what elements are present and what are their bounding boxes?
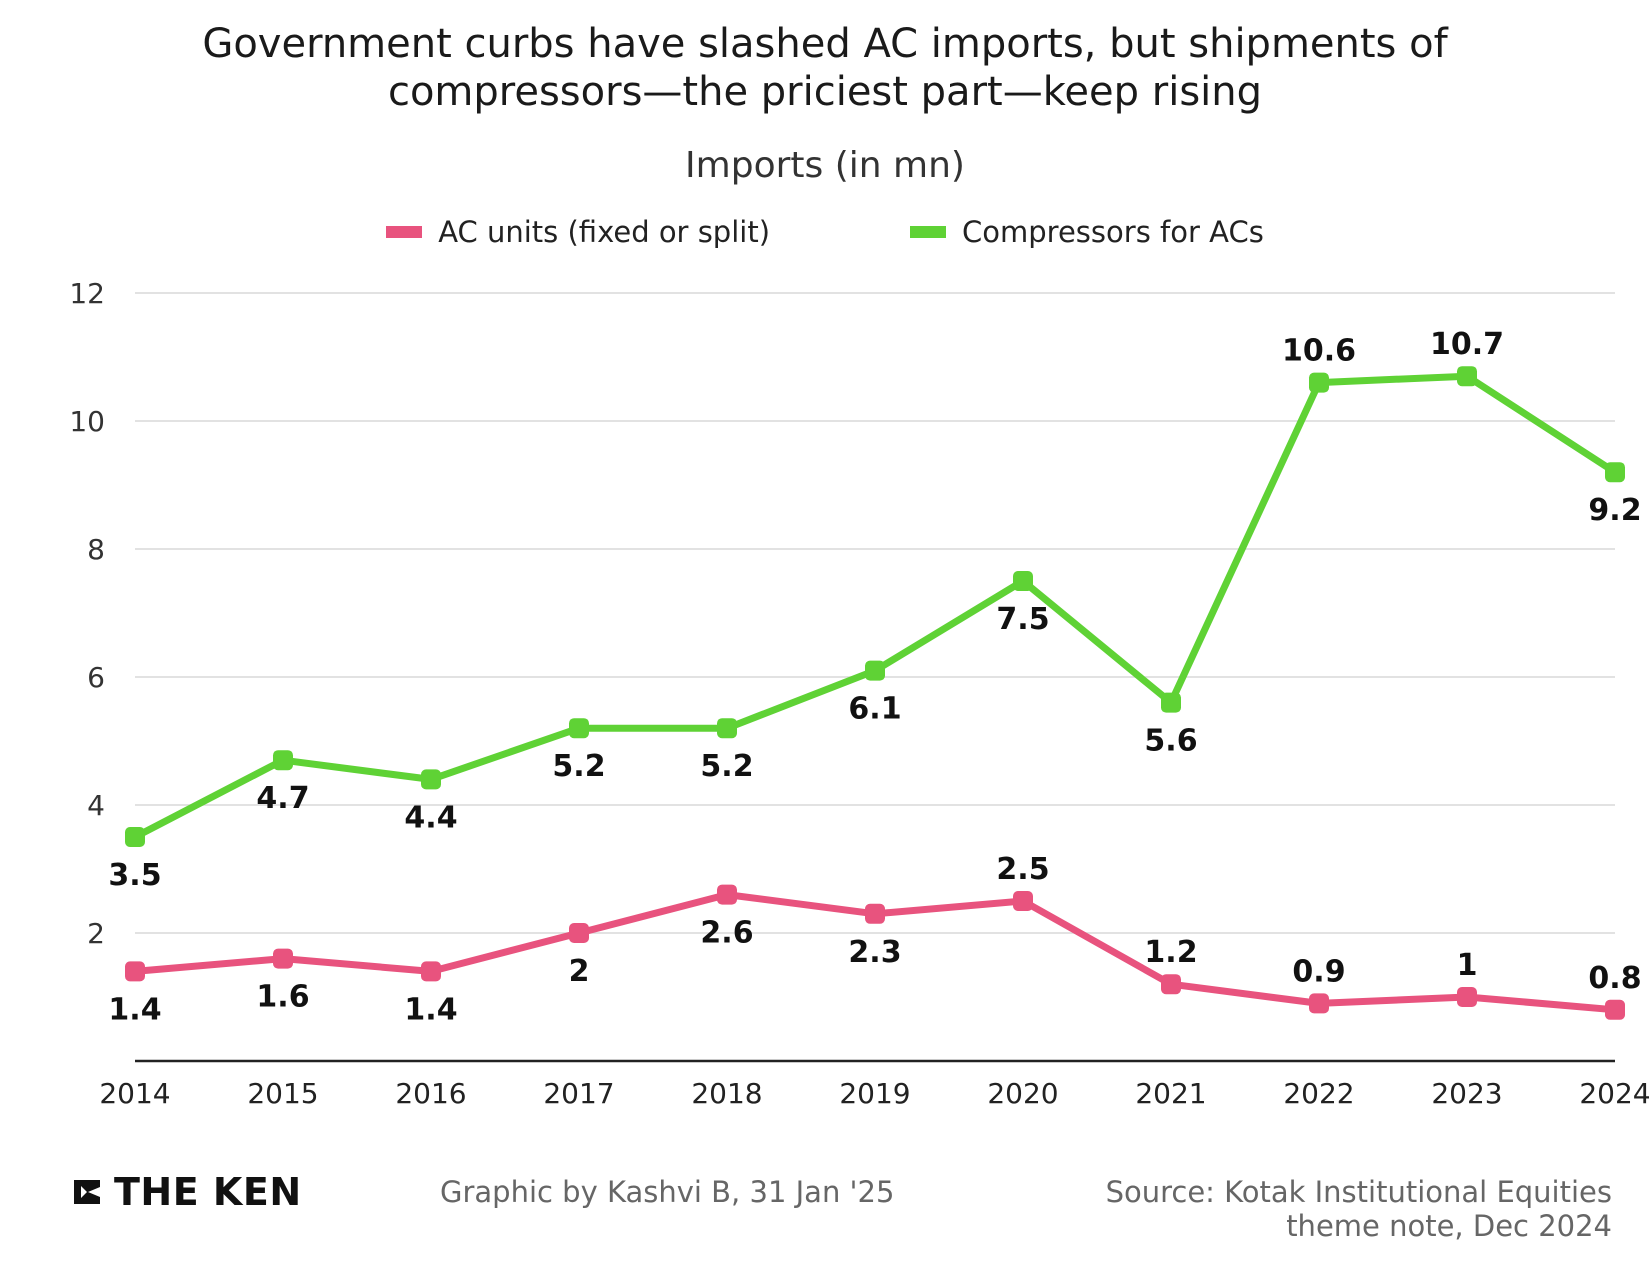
ken-logo-icon (74, 1180, 100, 1204)
data-label: 10.6 (1282, 334, 1356, 369)
data-point (273, 750, 293, 771)
x-tick-label: 2018 (691, 1077, 762, 1110)
x-tick-label: 2014 (99, 1077, 170, 1110)
title-line-1: Government curbs have slashed AC imports… (202, 21, 1448, 67)
data-label: 4.7 (256, 781, 309, 816)
data-point (125, 827, 145, 847)
x-tick-label: 2020 (987, 1077, 1058, 1110)
x-tick-label: 2022 (1283, 1077, 1354, 1110)
brand-logo-text: THE KEN (114, 1170, 302, 1214)
data-label: 3.5 (108, 858, 161, 893)
data-point (1457, 366, 1477, 387)
data-point (865, 660, 885, 681)
data-label: 7.5 (996, 602, 1049, 637)
data-label: 1 (1457, 948, 1478, 983)
x-tick-label: 2015 (247, 1077, 318, 1110)
legend-swatch-compressors (910, 226, 947, 238)
data-point (125, 961, 145, 982)
data-point (1605, 999, 1625, 1020)
data-label: 5.6 (1144, 724, 1197, 759)
source-note: Source: Kotak Institutional Equities the… (1052, 1175, 1612, 1243)
chart-subtitle: Imports (in mn) (685, 145, 965, 186)
data-label: 4.4 (404, 800, 457, 835)
series-line (131, 372, 1619, 841)
data-label: 1.4 (404, 992, 457, 1027)
data-point (569, 718, 589, 739)
data-point (717, 884, 737, 905)
y-tick-label: 10 (69, 405, 105, 438)
data-label: 0.9 (1292, 954, 1345, 989)
data-point (1457, 987, 1477, 1007)
legend-item-ac-units: AC units (fixed or split) (386, 215, 770, 249)
data-point (1309, 993, 1329, 1014)
source-line-1: Source: Kotak Institutional Equities (1105, 1175, 1612, 1209)
legend: AC units (fixed or split) Compressors fo… (0, 215, 1650, 249)
x-tick-label: 2017 (543, 1077, 614, 1110)
data-label: 2.6 (700, 916, 753, 951)
data-label: 2.5 (996, 852, 1049, 887)
data-point (569, 923, 589, 943)
data-point (1309, 372, 1329, 393)
data-point (717, 718, 737, 739)
data-label: 0.8 (1588, 961, 1641, 996)
data-label: 2 (569, 954, 590, 989)
data-point (273, 948, 293, 969)
graphic-credit: Graphic by Kashvi B, 31 Jan '25 (440, 1175, 895, 1209)
y-tick-label: 2 (87, 917, 105, 950)
data-point (1013, 571, 1033, 591)
legend-label-ac-units: AC units (fixed or split) (438, 215, 771, 249)
data-label: 1.2 (1144, 935, 1197, 970)
legend-label-compressors: Compressors for ACs (962, 215, 1264, 249)
data-label: 9.2 (1588, 493, 1641, 528)
y-tick-label: 6 (87, 661, 105, 694)
y-tick-label: 8 (87, 533, 105, 566)
data-label: 5.2 (552, 749, 605, 784)
data-label: 1.6 (256, 980, 309, 1015)
data-point (1161, 692, 1181, 713)
source-line-2: theme note, Dec 2024 (1286, 1209, 1612, 1243)
brand-logo: THE KEN (70, 1170, 302, 1214)
legend-swatch-ac-units (386, 226, 423, 238)
y-tick-label: 12 (69, 277, 105, 310)
x-tick-label: 2024 (1579, 1077, 1650, 1110)
x-tick-label: 2016 (395, 1077, 466, 1110)
chart-title: Government curbs have slashed AC imports… (0, 20, 1650, 116)
data-point (1013, 891, 1033, 911)
data-point (421, 961, 441, 982)
data-label: 6.1 (848, 692, 901, 727)
data-point (1161, 974, 1181, 995)
data-label: 1.4 (108, 992, 161, 1027)
x-tick-label: 2021 (1135, 1077, 1206, 1110)
data-point (865, 903, 885, 924)
data-point (1605, 462, 1625, 483)
y-tick-label: 4 (87, 789, 105, 822)
data-point (421, 769, 441, 790)
x-tick-label: 2023 (1431, 1077, 1502, 1110)
data-label: 10.7 (1430, 327, 1504, 362)
data-label: 5.2 (700, 749, 753, 784)
x-tick-label: 2019 (839, 1077, 910, 1110)
legend-item-compressors: Compressors for ACs (910, 215, 1264, 249)
title-line-2: compressors—the priciest part—keep risin… (387, 69, 1263, 115)
data-label: 2.3 (848, 935, 901, 970)
